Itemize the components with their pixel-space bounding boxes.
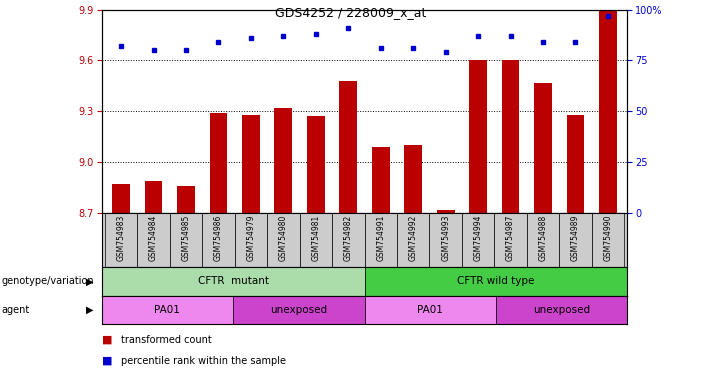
Text: CFTR  mutant: CFTR mutant [198,276,268,286]
Bar [275,108,292,213]
Bar [339,81,358,213]
Text: unexposed: unexposed [533,305,590,315]
Bar [177,186,195,213]
Text: GSM754991: GSM754991 [376,215,386,261]
Bar [365,213,397,267]
Text: PA01: PA01 [417,305,443,315]
Text: GDS4252 / 228009_x_at: GDS4252 / 228009_x_at [275,6,426,19]
Bar [599,0,617,213]
Bar [203,213,235,267]
Bar [404,145,422,213]
Bar [502,61,519,213]
Text: PA01: PA01 [154,305,180,315]
Text: GSM754983: GSM754983 [116,215,125,261]
Bar [526,213,559,267]
Bar [437,210,454,213]
Bar [210,113,227,213]
Bar [307,116,325,213]
Bar [332,213,365,267]
Bar [592,213,624,267]
Text: GSM754993: GSM754993 [441,215,450,261]
Bar [233,296,365,324]
Bar [242,115,260,213]
Text: GSM754992: GSM754992 [409,215,418,261]
Bar [469,61,487,213]
Text: GSM754990: GSM754990 [604,215,613,261]
Text: CFTR wild type: CFTR wild type [457,276,535,286]
Text: unexposed: unexposed [271,305,327,315]
Text: GSM754985: GSM754985 [182,215,191,261]
Bar [372,147,390,213]
Text: GSM754981: GSM754981 [311,215,320,261]
Text: GSM754980: GSM754980 [279,215,288,261]
Bar [102,267,365,296]
Bar [105,213,137,267]
Bar [144,181,163,213]
Bar [462,213,494,267]
Text: GSM754994: GSM754994 [474,215,482,261]
Bar [170,213,203,267]
Bar [235,213,267,267]
Bar [299,213,332,267]
Bar [534,83,552,213]
Text: ■: ■ [102,356,112,366]
Text: agent: agent [1,305,29,315]
Bar [365,296,496,324]
Bar [137,213,170,267]
Bar [102,296,233,324]
Bar [267,213,299,267]
Bar [112,184,130,213]
Text: GSM754979: GSM754979 [247,215,255,261]
Text: GSM754987: GSM754987 [506,215,515,261]
Text: percentile rank within the sample: percentile rank within the sample [121,356,286,366]
Text: GSM754986: GSM754986 [214,215,223,261]
Bar [430,213,462,267]
Bar [559,213,592,267]
Text: GSM754988: GSM754988 [538,215,547,261]
Bar [397,213,430,267]
Text: GSM754984: GSM754984 [149,215,158,261]
Bar [496,296,627,324]
Text: transformed count: transformed count [121,335,212,345]
Text: ▶: ▶ [86,276,93,286]
Bar [494,213,526,267]
Bar [365,267,627,296]
Text: GSM754982: GSM754982 [343,215,353,261]
Text: genotype/variation: genotype/variation [1,276,94,286]
Bar [566,115,585,213]
Text: ■: ■ [102,335,112,345]
Text: GSM754989: GSM754989 [571,215,580,261]
Text: ▶: ▶ [86,305,93,315]
